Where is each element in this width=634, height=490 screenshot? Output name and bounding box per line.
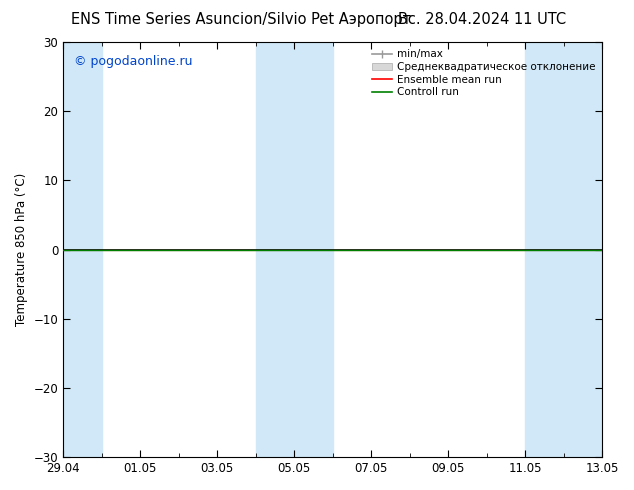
- Legend: min/max, Среднеквадратическое отклонение, Ensemble mean run, Controll run: min/max, Среднеквадратическое отклонение…: [370, 47, 597, 99]
- Text: ENS Time Series Asuncion/Silvio Pet Аэропорт: ENS Time Series Asuncion/Silvio Pet Аэро…: [71, 12, 411, 27]
- Y-axis label: Temperature 850 hPa (°C): Temperature 850 hPa (°C): [15, 173, 28, 326]
- Bar: [63, 42, 101, 457]
- Bar: [256, 42, 333, 457]
- Text: Вс. 28.04.2024 11 UTC: Вс. 28.04.2024 11 UTC: [398, 12, 566, 27]
- Text: © pogodaonline.ru: © pogodaonline.ru: [74, 54, 193, 68]
- Bar: [526, 42, 602, 457]
